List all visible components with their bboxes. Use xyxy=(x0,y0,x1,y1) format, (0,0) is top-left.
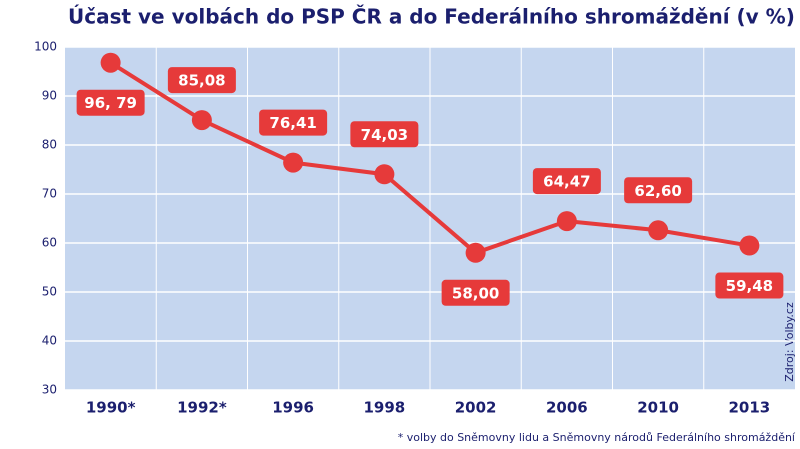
value-label: 76,41 xyxy=(259,109,328,136)
footnote: * volby do Sněmovny lidu a Sněmovny náro… xyxy=(398,431,796,444)
value-label: 74,03 xyxy=(350,121,419,148)
point xyxy=(739,235,760,256)
y-tick-label: 60 xyxy=(42,236,57,250)
x-tick-label: 1996 xyxy=(272,399,314,417)
y-tick-label: 70 xyxy=(42,187,57,201)
point xyxy=(648,220,669,241)
value-label-box xyxy=(350,121,419,148)
y-tick-label: 80 xyxy=(42,138,57,152)
value-label: 96, 79 xyxy=(76,89,145,116)
value-label-text: 62,60 xyxy=(634,182,681,200)
value-label-box xyxy=(441,279,510,306)
value-label-text: 58,00 xyxy=(452,284,499,302)
y-tick-label: 30 xyxy=(42,383,57,397)
value-label-box xyxy=(259,109,328,136)
value-label-text: 96, 79 xyxy=(84,94,137,112)
point xyxy=(374,164,395,185)
x-tick-label: 1998 xyxy=(364,399,406,417)
y-tick-label: 40 xyxy=(42,334,57,348)
value-label-text: 64,47 xyxy=(543,173,590,191)
value-label: 59,48 xyxy=(715,272,784,299)
x-tick-label: 1990* xyxy=(86,399,136,417)
y-tick-label: 100 xyxy=(34,40,57,54)
point xyxy=(283,152,304,173)
value-label-box xyxy=(76,89,145,116)
value-label-box xyxy=(624,177,693,204)
y-tick-label: 90 xyxy=(42,89,57,103)
x-tick-label: 2006 xyxy=(546,399,588,417)
value-label-box xyxy=(167,67,236,94)
value-label-box xyxy=(532,168,601,195)
x-tick-label: 2002 xyxy=(455,399,497,417)
chart-title: Účast ve volbách do PSP ČR a do Federáln… xyxy=(68,5,795,29)
point xyxy=(100,52,121,73)
value-label: 58,00 xyxy=(441,279,510,306)
source: Zdroj: Volby.cz xyxy=(783,302,796,382)
value-label: 64,47 xyxy=(532,168,601,195)
point xyxy=(465,242,486,263)
value-label: 62,60 xyxy=(624,177,693,204)
x-tick-label: 2010 xyxy=(637,399,679,417)
line xyxy=(109,61,750,255)
point xyxy=(556,211,577,232)
x-tick-label: 2013 xyxy=(729,399,771,417)
x-tick-label: 1992* xyxy=(177,399,227,417)
value-label-text: 85,08 xyxy=(178,72,225,90)
value-label-text: 76,41 xyxy=(269,114,316,132)
point xyxy=(191,110,212,131)
value-label-box xyxy=(715,272,784,299)
y-tick-label: 50 xyxy=(42,285,57,299)
value-label: 85,08 xyxy=(167,67,236,94)
value-label-text: 59,48 xyxy=(726,277,773,295)
value-label-text: 74,03 xyxy=(361,126,408,144)
